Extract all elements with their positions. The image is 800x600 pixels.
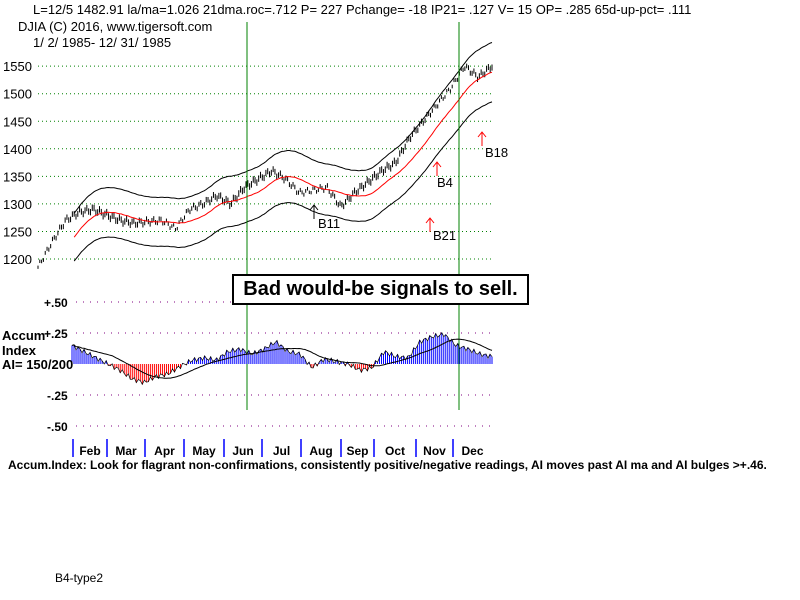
bottom-label: B4-type2 (55, 571, 104, 585)
ai-label-2: Index (2, 343, 36, 358)
signal-arrow-icon (425, 217, 435, 232)
month-label: Apr (154, 444, 175, 458)
signal-arrow-icon (477, 131, 487, 146)
signal-label-B18: B18 (485, 145, 508, 160)
month-label: Mar (115, 444, 137, 458)
ai-moving-average (71, 338, 493, 379)
ai-label-3: AI= 150/200 (2, 357, 74, 372)
moving-average-line (73, 71, 493, 238)
month-label: Nov (423, 444, 446, 458)
month-label: Aug (309, 444, 332, 458)
price-tick-label: 1300 (3, 197, 32, 212)
annotation-box: Bad would-be signals to sell. (232, 274, 529, 305)
ai-tick-label: -.50 (47, 420, 68, 434)
price-tick-label: 1400 (3, 142, 32, 157)
price-tick-label: 1450 (3, 114, 32, 129)
lower-band (73, 101, 493, 262)
month-label: Jun (232, 444, 253, 458)
price-tick-label: 1350 (3, 169, 32, 184)
month-label: Dec (461, 444, 483, 458)
month-label: Sep (346, 444, 368, 458)
footer-note: Accum.Index: Look for flagrant non-confi… (8, 458, 767, 472)
signal-arrow-icon (432, 161, 442, 176)
upper-band (73, 42, 493, 214)
signal-label-B21: B21 (433, 228, 456, 243)
month-label: May (192, 444, 216, 458)
ai-tick-label: +.25 (44, 327, 68, 341)
ai-tick-label: +.50 (44, 296, 68, 310)
price-tick-label: 1550 (3, 59, 32, 74)
signal-label-B4: B4 (437, 175, 453, 190)
signal-arrow-icon (309, 204, 319, 219)
symbol-line: DJIA (C) 2016, www.tigersoft.com (18, 19, 213, 34)
month-label: Jul (273, 444, 290, 458)
stats-line: L=12/5 1482.91 la/ma=1.026 21dma.roc=.71… (33, 2, 692, 17)
price-tick-label: 1200 (3, 252, 32, 267)
month-label: Feb (79, 444, 100, 458)
price-tick-label: 1500 (3, 87, 32, 102)
date-range: 1/ 2/ 1985- 12/ 31/ 1985 (33, 35, 172, 50)
signal-label-B11: B11 (318, 216, 340, 231)
ai-line (71, 332, 493, 386)
ai-label-1: Accum (2, 328, 46, 343)
ai-tick-label: -.25 (47, 389, 68, 403)
price-tick-label: 1250 (3, 224, 32, 239)
month-label: Oct (385, 444, 405, 458)
